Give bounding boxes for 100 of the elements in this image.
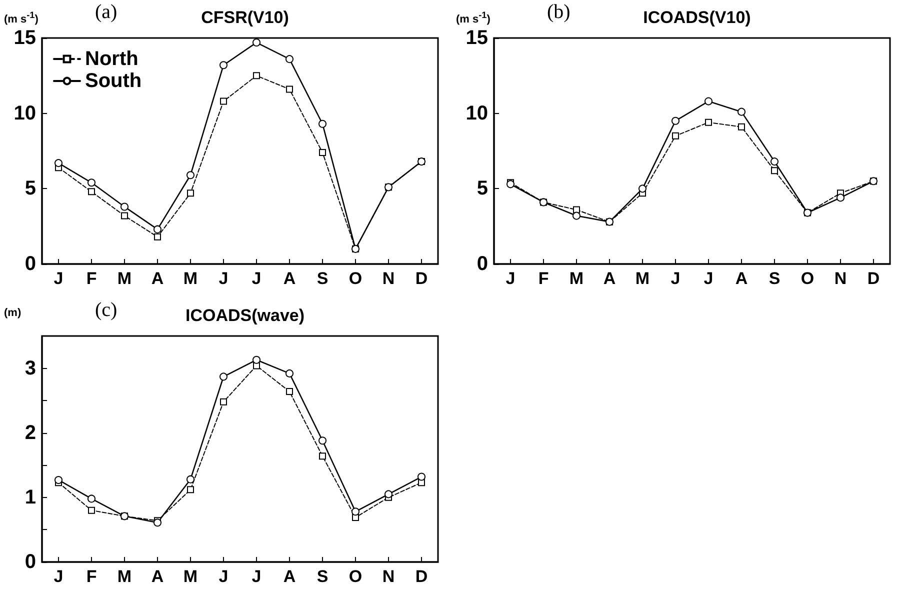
point — [318, 120, 326, 128]
y-axis-title: (m) — [4, 306, 22, 320]
x-tick-label: J — [506, 269, 516, 288]
x-tick-label: S — [768, 269, 780, 288]
y-tick-label: 1 — [24, 486, 36, 508]
x-tick-label: O — [348, 269, 362, 288]
point — [121, 212, 128, 220]
x-tick-label: J — [704, 269, 714, 288]
point — [771, 167, 778, 174]
x-tick-label: M — [183, 567, 198, 586]
y-tick-label: 0 — [476, 253, 488, 275]
x-tick-label: M — [117, 567, 132, 586]
legend-label: North — [85, 48, 138, 70]
x-tick-label: F — [538, 269, 549, 288]
point — [187, 190, 194, 197]
point — [286, 388, 293, 396]
point — [384, 490, 392, 498]
point — [704, 97, 712, 106]
y-tick-label: 15 — [14, 27, 36, 49]
x-tick-label: M — [183, 269, 198, 288]
point — [120, 202, 128, 211]
point — [154, 225, 162, 234]
point — [253, 72, 260, 80]
point — [638, 184, 646, 193]
x-tick-label: M — [569, 269, 584, 288]
y-tick-label: 15 — [466, 27, 488, 49]
y-tick-label: 3 — [24, 357, 36, 380]
point — [88, 506, 95, 514]
text: (b) — [547, 1, 570, 23]
x-tick-label: J — [670, 269, 680, 288]
x-tick-label: D — [415, 269, 428, 288]
x-tick-label: F — [86, 269, 97, 288]
chart-title: ICOADS(V10) — [643, 8, 751, 27]
point — [418, 472, 426, 481]
point — [88, 188, 95, 196]
point — [54, 476, 62, 484]
x-tick-label: F — [86, 567, 97, 586]
x-tick-label: J — [54, 567, 64, 586]
point — [286, 369, 294, 378]
x-tick-label: O — [348, 567, 362, 586]
point — [220, 61, 228, 70]
point — [319, 452, 326, 460]
x-tick-label: M — [117, 269, 132, 288]
point — [154, 233, 161, 240]
x-tick-label: J — [218, 269, 228, 288]
point — [252, 38, 260, 47]
x-tick-label: J — [54, 269, 64, 288]
y-tick-label: 2 — [24, 422, 36, 444]
x-tick-label: A — [283, 567, 296, 586]
y-tick-label: 0 — [24, 551, 36, 573]
y-tick-label: 10 — [14, 102, 36, 124]
chart-title: CFSR(V10) — [201, 8, 289, 27]
legend-label: South — [85, 70, 142, 92]
y-tick-label: 5 — [476, 178, 488, 200]
point — [705, 118, 712, 126]
point — [252, 356, 260, 364]
point — [319, 149, 326, 156]
point — [220, 398, 227, 406]
x-tick-label: N — [382, 269, 395, 288]
point — [672, 116, 680, 125]
point — [54, 159, 62, 168]
point — [154, 518, 162, 527]
x-tick-label: A — [735, 269, 748, 288]
x-tick-label: A — [151, 269, 164, 288]
point — [738, 123, 745, 130]
point — [186, 475, 194, 484]
x-tick-label: J — [218, 567, 228, 586]
y-tick-label: 10 — [466, 102, 488, 124]
point — [186, 171, 194, 180]
x-tick-label: O — [800, 269, 814, 288]
point — [770, 158, 778, 166]
x-tick-label: A — [603, 269, 616, 288]
x-tick-label: D — [867, 269, 880, 288]
point — [88, 494, 96, 503]
y-tick-label: 0 — [24, 253, 36, 275]
x-tick-label: N — [382, 567, 395, 586]
text: (a) — [95, 1, 118, 23]
point — [672, 132, 679, 140]
point — [572, 212, 580, 220]
point — [220, 98, 227, 105]
x-tick-label: J — [252, 567, 262, 586]
point — [286, 55, 294, 64]
x-tick-label: N — [834, 269, 847, 288]
chart-title: ICOADS(wave) — [185, 306, 305, 325]
x-tick-label: S — [316, 567, 328, 586]
point — [318, 436, 326, 445]
point — [352, 508, 360, 516]
y-axis-title: (m s$^{-1}$) — [4, 9, 38, 27]
x-tick-label: S — [316, 269, 328, 288]
x-tick-label: M — [635, 269, 650, 288]
point — [286, 86, 293, 93]
x-tick-label: A — [283, 269, 296, 288]
y-tick-label: 5 — [24, 178, 36, 200]
text: (c) — [95, 299, 118, 321]
point — [220, 372, 228, 381]
point — [738, 108, 746, 116]
y-axis-title: (m s$^{-1}$) — [456, 9, 490, 27]
x-tick-label: J — [252, 269, 262, 288]
x-tick-label: D — [415, 567, 428, 586]
x-tick-label: A — [151, 567, 164, 586]
